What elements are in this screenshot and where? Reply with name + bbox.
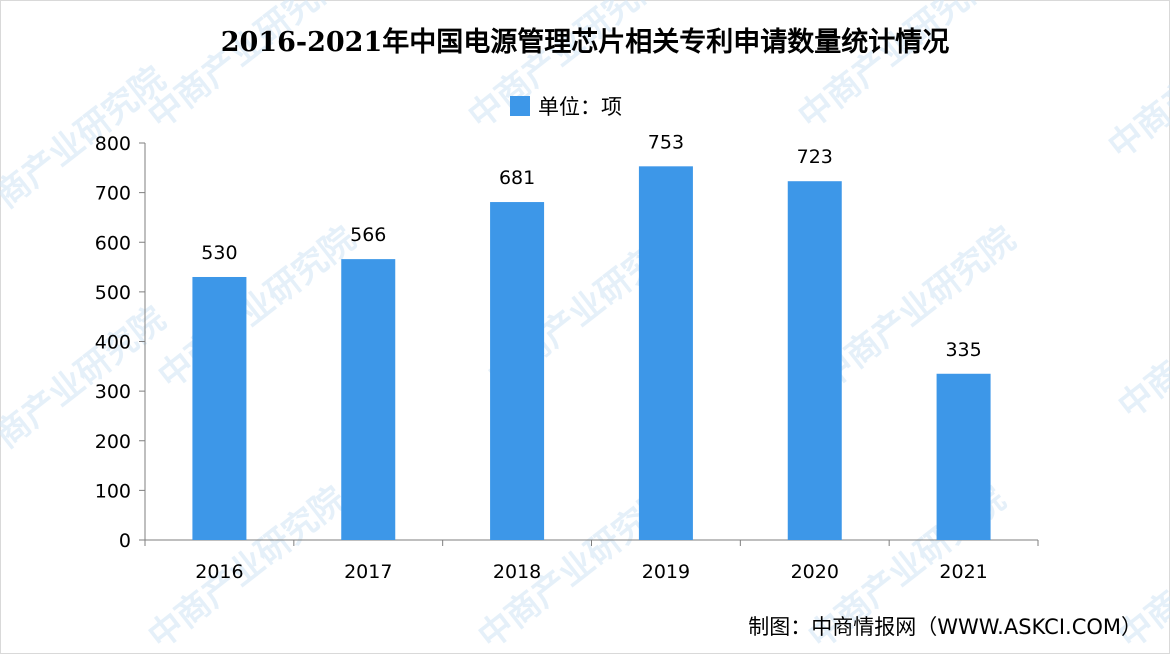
y-tick-label: 700: [95, 183, 131, 205]
y-tick-label: 600: [95, 232, 131, 254]
y-tick-label: 500: [95, 282, 131, 304]
legend: 单位：项: [510, 92, 622, 120]
source-credit: 制图：中商情报网（WWW.ASKCI.COM）: [748, 615, 1142, 639]
chart-title: 2016-2021年中国电源管理芯片相关专利申请数量统计情况: [220, 27, 950, 58]
bar: [787, 181, 842, 540]
x-tick-label: 2021: [939, 561, 987, 583]
y-tick-label: 0: [119, 530, 131, 552]
x-tick-label: 2018: [493, 561, 541, 583]
bar: [341, 259, 396, 540]
y-tick-label: 800: [95, 133, 131, 155]
y-tick-label: 200: [95, 431, 131, 453]
bar: [192, 276, 247, 540]
x-tick-label: 2020: [791, 561, 839, 583]
x-tick-label: 2016: [195, 561, 243, 583]
y-tick-label: 100: [95, 480, 131, 502]
y-tick-label: 400: [95, 332, 131, 354]
data-label: 753: [648, 131, 684, 153]
data-label: 530: [201, 242, 237, 264]
y-tick-label: 300: [95, 381, 131, 403]
legend-swatch: [510, 96, 530, 116]
data-label: 566: [350, 224, 386, 246]
bar: [490, 202, 545, 540]
data-label: 681: [499, 167, 535, 189]
data-label: 723: [797, 146, 833, 168]
x-tick-label: 2017: [344, 561, 392, 583]
data-label: 335: [945, 339, 981, 361]
legend-label: 单位：项: [538, 95, 622, 119]
x-tick-label: 2019: [642, 561, 690, 583]
bar: [936, 373, 991, 540]
bar: [638, 166, 693, 541]
